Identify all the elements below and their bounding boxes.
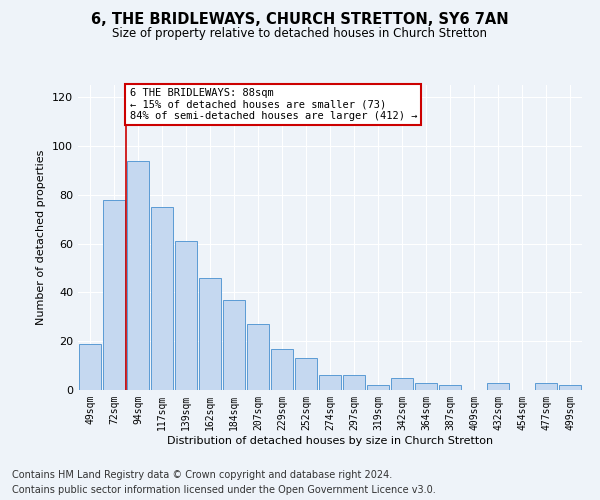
Y-axis label: Number of detached properties: Number of detached properties — [37, 150, 46, 325]
Bar — [559, 385, 581, 390]
Text: Contains public sector information licensed under the Open Government Licence v3: Contains public sector information licen… — [12, 485, 436, 495]
Text: 6, THE BRIDLEWAYS, CHURCH STRETTON, SY6 7AN: 6, THE BRIDLEWAYS, CHURCH STRETTON, SY6 … — [91, 12, 509, 28]
Bar — [319, 376, 341, 390]
Bar — [223, 300, 245, 390]
X-axis label: Distribution of detached houses by size in Church Stretton: Distribution of detached houses by size … — [167, 436, 493, 446]
Text: Size of property relative to detached houses in Church Stretton: Size of property relative to detached ho… — [113, 28, 487, 40]
Bar — [367, 385, 389, 390]
Bar — [295, 358, 317, 390]
Bar — [439, 385, 461, 390]
Text: Contains HM Land Registry data © Crown copyright and database right 2024.: Contains HM Land Registry data © Crown c… — [12, 470, 392, 480]
Bar — [127, 160, 149, 390]
Bar — [535, 382, 557, 390]
Bar — [79, 344, 101, 390]
Bar — [271, 348, 293, 390]
Bar — [343, 376, 365, 390]
Bar — [175, 241, 197, 390]
Bar — [199, 278, 221, 390]
Bar — [247, 324, 269, 390]
Bar — [151, 207, 173, 390]
Bar — [487, 382, 509, 390]
Bar — [391, 378, 413, 390]
Bar — [103, 200, 125, 390]
Bar — [415, 382, 437, 390]
Text: 6 THE BRIDLEWAYS: 88sqm
← 15% of detached houses are smaller (73)
84% of semi-de: 6 THE BRIDLEWAYS: 88sqm ← 15% of detache… — [130, 88, 417, 121]
